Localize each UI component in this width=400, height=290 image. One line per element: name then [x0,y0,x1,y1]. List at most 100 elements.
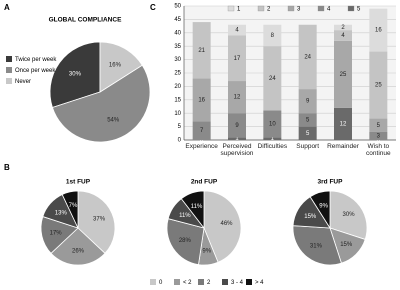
y-tick-label: 40 [174,30,181,36]
slice-label: 17% [50,231,63,237]
y-tick-label: 10 [174,111,181,117]
y-tick-label: 30 [174,57,181,63]
bar-value-label: 25 [340,72,347,78]
legend-label: Once per week [15,68,56,74]
slice-label: 16% [109,62,122,68]
pie-slice [51,64,151,143]
y-tick-label: 0 [178,138,182,144]
bar-segment [334,30,352,41]
legend-swatch [222,279,228,285]
bar-segment [192,78,211,122]
slice-label: 15% [340,242,353,248]
bar-segment [369,131,388,140]
bar-value-label: 0 [200,138,204,144]
legend-swatch [227,5,235,12]
bar-segment [298,89,317,114]
legend-swatch [246,279,252,285]
legend-label: Twice per week [15,57,57,63]
bar-segment [228,24,246,36]
pie-slice [61,190,79,229]
slice-label: 31% [310,244,323,250]
legend-label: 4 [327,6,331,12]
bar-segment [263,24,282,47]
bar-value-label: 3 [377,134,381,140]
slice-label: 54% [107,118,120,124]
panel-label: B [4,163,10,172]
bar-segment [263,110,282,138]
legend-label: 1 [237,6,241,12]
bar-value-label: 10 [269,121,276,127]
x-tick-label: Difficulties [257,143,288,150]
pie-slice [99,41,143,93]
bar-segment [228,81,246,114]
slice-label: 30% [343,212,356,218]
bar-segment [369,118,388,132]
bar-segment [228,35,246,82]
bar-value-label: 5 [377,123,381,129]
y-tick-label: 50 [174,4,181,10]
pie-slice [309,190,331,230]
bar-value-label: 12 [234,95,241,101]
bar-segment [228,137,246,140]
legend-label: 3 - 4 [231,280,244,286]
legend-swatch [6,78,12,84]
bar-value-label: 5 [306,131,310,137]
bar-value-label: 12 [340,121,347,127]
panel-label: A [4,3,10,12]
chart-title: 1st FUP [66,179,91,186]
y-tick-label: 15 [174,97,181,103]
legend-swatch [6,56,12,62]
slice-label: 26% [72,249,85,255]
legend-label: 0 [159,280,163,286]
legend-label: > 4 [255,280,264,286]
bar-segment [298,24,317,90]
slice-label: 28% [179,238,192,244]
bar-value-label: 1 [271,136,275,142]
bar-segment [263,137,282,140]
x-tick-label: Remainder [327,143,359,150]
legend-swatch [257,5,265,12]
slice-label: 30% [69,71,82,77]
slice-label: 37% [93,216,106,222]
pie-slice [50,227,106,266]
bar-value-label: 17 [234,56,241,62]
bar-segment [298,126,317,140]
bar-value-label: 21 [198,48,205,54]
bar-segment [334,107,352,140]
bar-value-label: 25 [375,83,382,89]
legend-label: 3 [297,6,301,12]
bar-value-label: 4 [235,28,239,34]
bar-segment [298,113,317,127]
y-tick-label: 5 [178,124,182,130]
chart-title: 3rd FUP [318,179,344,186]
pie-slice [180,190,205,230]
slice-label: 9% [202,248,211,254]
x-tick-label: Wish to continue [366,143,391,157]
bar-value-label: 16 [375,28,382,34]
legend-swatch [317,5,325,12]
bar-value-label: 2 [341,25,345,31]
pie-slice [203,190,242,263]
bar-segment [334,24,352,31]
legend-label: 2 [207,280,211,286]
pie-slice [49,41,101,108]
legend-swatch [287,5,295,12]
slice-label: 11% [191,204,203,210]
bar-segment [369,8,388,52]
slice-label: 46% [220,221,233,227]
y-tick-label: 35 [174,44,181,50]
pie-slice [77,190,116,254]
legend-swatch [198,279,204,285]
bar-value-label: 4 [341,33,345,39]
legend-label: Never [15,79,31,85]
slice-label: 15% [304,214,317,220]
y-tick-label: 25 [174,71,181,77]
legend-swatch [347,5,355,12]
pie-slice [166,218,205,266]
bar-value-label: 24 [304,54,311,60]
legend-swatch [174,279,180,285]
bar-value-label: 5 [306,117,310,123]
y-tick-label: 45 [174,17,181,23]
legend-label: 5 [357,6,361,12]
